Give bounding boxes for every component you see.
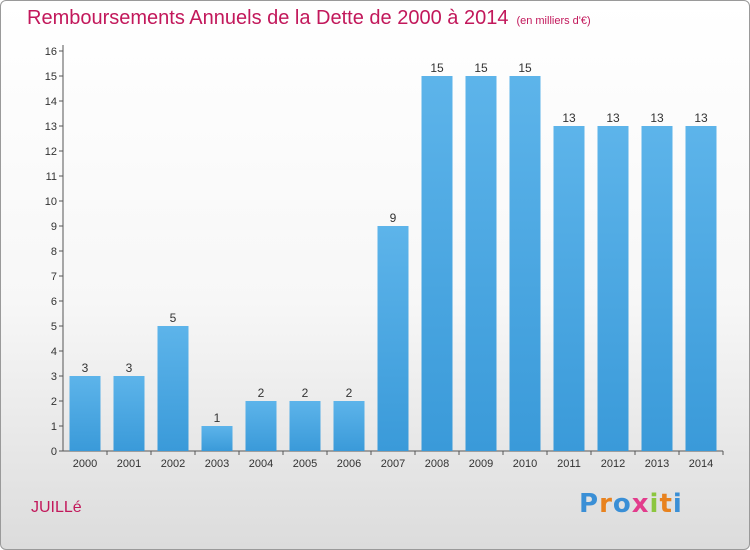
commune-name: JUILLé	[31, 499, 82, 516]
bar-value-label: 13	[606, 111, 620, 125]
bar-value-label: 2	[302, 386, 309, 400]
y-tick-label: 12	[45, 146, 57, 158]
x-tick-label: 2007	[381, 458, 405, 470]
y-tick-label: 2	[51, 396, 57, 408]
x-tick-label: 2005	[293, 458, 317, 470]
bar-value-label: 3	[126, 361, 133, 375]
bar	[641, 126, 673, 451]
chart-title: Remboursements Annuels de la Dette de 20…	[27, 7, 591, 30]
logo-letter: P	[579, 489, 600, 519]
bar-value-label: 15	[430, 61, 444, 75]
x-tick-label: 2014	[689, 458, 713, 470]
chart-title-text: Remboursements Annuels de la Dette de 20…	[27, 7, 509, 29]
y-tick-label: 11	[46, 171, 57, 183]
bar-value-label: 15	[474, 61, 488, 75]
y-tick-label: 9	[51, 221, 57, 233]
x-tick-label: 2013	[645, 458, 669, 470]
bar	[509, 76, 541, 451]
x-tick-label: 2006	[337, 458, 361, 470]
y-tick-label: 7	[51, 271, 57, 283]
bar	[157, 326, 189, 451]
bar	[421, 76, 453, 451]
y-tick-label: 13	[45, 121, 57, 133]
bar-value-label: 2	[346, 386, 353, 400]
x-tick-label: 2002	[161, 458, 185, 470]
proxiti-logo: Proxiti	[579, 489, 683, 519]
bar	[289, 401, 321, 451]
logo-letter: i	[672, 489, 683, 519]
bar-value-label: 1	[214, 411, 221, 425]
x-tick-label: 2010	[513, 458, 537, 470]
bar-value-label: 13	[650, 111, 664, 125]
bar	[377, 226, 409, 451]
y-tick-label: 16	[45, 46, 57, 58]
y-tick-label: 5	[51, 321, 57, 333]
y-tick-label: 1	[51, 421, 57, 433]
bar	[333, 401, 365, 451]
bar-value-label: 13	[562, 111, 576, 125]
y-tick-label: 6	[51, 296, 57, 308]
x-tick-label: 2009	[469, 458, 493, 470]
y-tick-label: 14	[45, 96, 57, 108]
bar	[553, 126, 585, 451]
x-tick-label: 2000	[73, 458, 97, 470]
bar	[685, 126, 717, 451]
logo-letter: o	[612, 489, 632, 519]
bar-value-label: 3	[82, 361, 89, 375]
x-tick-label: 2004	[249, 458, 273, 470]
bar-value-label: 15	[518, 61, 532, 75]
logo-letter: i	[649, 489, 660, 519]
bar-value-label: 2	[258, 386, 265, 400]
y-tick-label: 8	[51, 246, 57, 258]
bar-value-label: 9	[390, 211, 397, 225]
y-tick-label: 15	[45, 71, 57, 83]
y-tick-label: 0	[51, 446, 57, 458]
logo-letter: x	[631, 489, 650, 519]
bar	[597, 126, 629, 451]
chart-unit: (en milliers d'€)	[516, 15, 591, 27]
bar	[465, 76, 497, 451]
x-tick-label: 2001	[117, 458, 141, 470]
y-tick-label: 3	[51, 371, 57, 383]
x-tick-label: 2011	[557, 458, 581, 470]
x-tick-label: 2008	[425, 458, 449, 470]
y-tick-label: 4	[51, 346, 57, 358]
bar	[69, 376, 101, 451]
logo-letter: r	[599, 489, 613, 519]
bar	[113, 376, 145, 451]
bar-value-label: 5	[170, 311, 177, 325]
bar	[245, 401, 277, 451]
y-tick-label: 10	[45, 196, 57, 208]
bar	[201, 426, 233, 451]
logo-letter: t	[659, 489, 673, 519]
x-tick-label: 2003	[205, 458, 229, 470]
x-tick-label: 2012	[601, 458, 625, 470]
bar-value-label: 13	[694, 111, 708, 125]
